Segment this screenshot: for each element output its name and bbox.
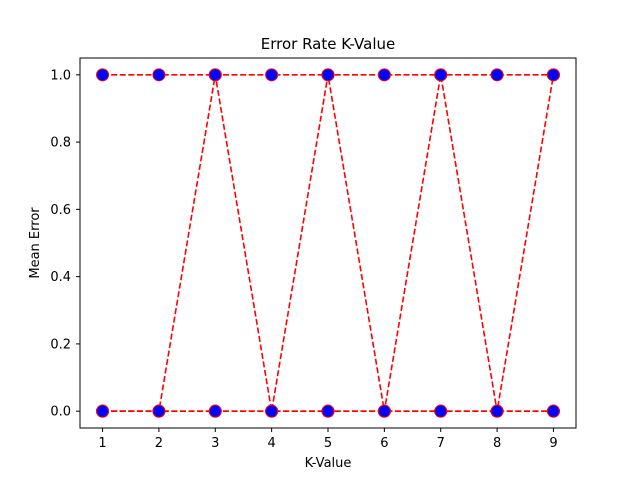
- data-point: [208, 404, 222, 418]
- data-point: [490, 404, 504, 418]
- series-line: [102, 74, 555, 412]
- data-point: [96, 68, 110, 82]
- data-point: [265, 68, 279, 82]
- data-point: [321, 404, 335, 418]
- x-tick-label: 7: [437, 436, 445, 451]
- plot-frame: [79, 57, 577, 429]
- data-point: [377, 404, 391, 418]
- x-tick-label: 6: [380, 436, 388, 451]
- data-point: [434, 404, 448, 418]
- y-tick-label: 0.8: [50, 136, 71, 151]
- x-axis-label: K-Value: [305, 456, 352, 471]
- data-point: [152, 68, 166, 82]
- y-tick-label: 0.6: [50, 203, 71, 218]
- x-tick-label: 3: [211, 436, 219, 451]
- data-point: [265, 404, 279, 418]
- data-point: [321, 68, 335, 82]
- x-tick-label: 1: [98, 436, 106, 451]
- data-point: [434, 68, 448, 82]
- y-tick-label: 0.4: [50, 270, 71, 285]
- data-point: [208, 68, 222, 82]
- data-point: [152, 404, 166, 418]
- x-tick-label: 4: [267, 436, 275, 451]
- chart-title: Error Rate K-Value: [261, 35, 395, 53]
- x-tick-label: 9: [549, 436, 557, 451]
- y-tick-label: 0.2: [50, 337, 71, 352]
- y-axis-label: Mean Error: [28, 207, 43, 279]
- y-tick-label: 1.0: [50, 68, 71, 83]
- data-point: [377, 68, 391, 82]
- data-point: [490, 68, 504, 82]
- data-point: [96, 404, 110, 418]
- x-tick-label: 2: [155, 436, 163, 451]
- y-tick-label: 0.0: [50, 405, 71, 420]
- x-tick-label: 5: [324, 436, 332, 451]
- data-point: [546, 404, 560, 418]
- x-tick-label: 8: [493, 436, 501, 451]
- data-point: [546, 68, 560, 82]
